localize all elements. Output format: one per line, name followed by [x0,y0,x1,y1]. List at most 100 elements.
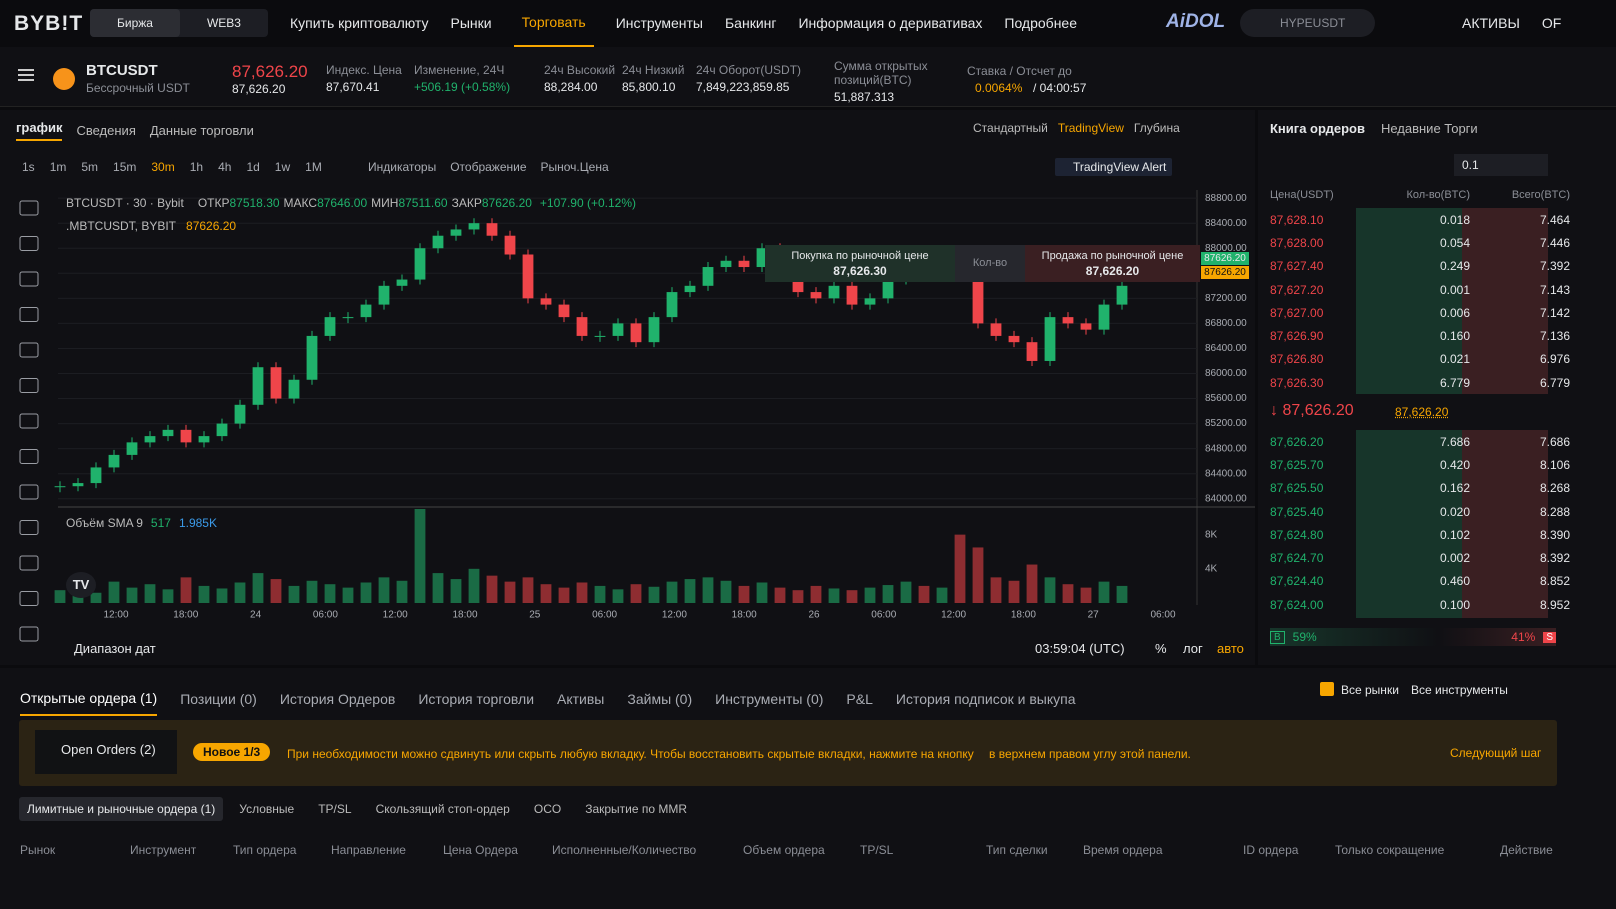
volume-bar [432,573,444,603]
nav-item[interactable]: Купить криптовалюту [290,15,429,31]
ob-row[interactable]: 87,625.70 0.420 8.106 [1270,453,1576,476]
sell-market[interactable]: Продажа по рыночной цене 87,626.20 [1025,245,1200,282]
ob-cell: 0.020 [1439,504,1470,519]
brand[interactable]: AiDOL [1166,11,1226,32]
interval[interactable]: 30m [151,160,175,174]
interval[interactable]: 1M [305,160,322,174]
symbol[interactable]: BTCUSDT [86,62,158,79]
bottom-tab[interactable]: История торговли [418,691,535,707]
ob-row[interactable]: 87,626.30 6.779 6.779 [1270,371,1576,394]
buy-market[interactable]: Покупка по рыночной цене 87,626.30 [765,245,955,282]
view[interactable]: TradingView [1057,121,1124,135]
x-tick-label: 06:00 [592,610,617,621]
ob-row[interactable]: 87,628.00 0.054 7.446 [1270,231,1576,254]
ob-row[interactable]: 87,626.90 0.160 7.136 [1270,324,1576,347]
nav-item[interactable]: Инструменты [615,15,703,31]
ob-row[interactable]: 87,627.20 0.001 7.143 [1270,278,1576,301]
ob-row[interactable]: 87,624.70 0.002 8.392 [1270,546,1576,569]
interval[interactable]: 1h [189,160,204,174]
interval[interactable]: 1m [49,160,67,174]
interval[interactable]: 1s [22,160,35,174]
bottom-tab[interactable]: Позиции (0) [180,691,257,707]
ask-depth [1462,208,1548,394]
pct-toggle[interactable]: % [1155,641,1167,656]
menu-icon[interactable] [18,69,34,71]
chart-tab[interactable]: Данные торговли [149,123,254,138]
view[interactable]: Стандартный [973,121,1048,135]
subtab[interactable]: Лимитные и рыночные ордера (1) [19,797,224,821]
ob-row[interactable]: 87,624.40 0.460 8.852 [1270,570,1576,593]
ob-row[interactable]: 87,626.80 0.021 6.976 [1270,348,1576,371]
volume-legend: Объём SMA 9 517 1.985K [66,516,217,530]
ob-row[interactable]: 87,628.10 0.018 7.464 [1270,208,1576,231]
nav-item[interactable]: Торговать [513,0,594,47]
bottom-tab[interactable]: Инструменты (0) [715,691,824,707]
volume-bar [918,585,930,603]
nav-tab[interactable]: Биржа [90,9,180,37]
stat: Индекс. Цена 87,670.41 [326,63,402,94]
interval[interactable]: 15m [113,160,137,174]
interval[interactable]: 1w [274,160,291,174]
nav-item[interactable]: Банкинг [724,15,777,31]
log-toggle[interactable]: лог [1183,641,1203,656]
bottom-tab[interactable]: P&L [846,691,873,707]
ob-row[interactable]: 87,625.40 0.020 8.288 [1270,500,1576,523]
checkbox[interactable] [1320,682,1334,696]
interval[interactable]: 4h [218,160,232,174]
volume-bar [540,584,552,603]
tv-alert[interactable]: TradingView Alert [1055,158,1173,176]
view[interactable]: Глубина [1133,121,1180,135]
search[interactable]: HYPEUSDT [1240,9,1375,37]
subtab[interactable]: Скользящий стоп-ордер [375,802,510,816]
nav-item[interactable]: Информация о деривативах [798,15,983,31]
ob-tab[interactable]: Недавние Торги [1380,121,1478,136]
ob-row[interactable]: 87,626.20 7.686 7.686 [1270,430,1576,453]
nav-item[interactable]: Рынки [450,15,492,31]
ob-row[interactable]: 87,624.00 0.100 8.952 [1270,593,1576,616]
logo[interactable]: BYB!T [14,12,84,35]
buy-price: 87,626.30 [833,264,887,278]
next-step[interactable]: Следующий шаг [1450,746,1542,760]
ob-row[interactable]: 87,627.00 0.006 7.142 [1270,301,1576,324]
subtab[interactable]: TP/SL [318,802,352,816]
candle [468,223,480,230]
subtab[interactable]: Закрытие по MMR [585,802,688,816]
volume-bar [180,577,192,603]
nav-tab[interactable]: WEB3 [206,16,241,30]
volume-bar [882,585,894,603]
chart-menu[interactable]: Индикаторы [368,160,437,174]
nav-right-item[interactable]: OF [1541,15,1562,31]
subtab[interactable]: Условные [239,802,295,816]
ob-tab[interactable]: Книга ордеров [1270,121,1365,136]
bottom-tab[interactable]: История Ордеров [279,691,396,707]
subtab[interactable]: OCO [533,802,562,816]
ob-row[interactable]: 87,627.40 0.249 7.392 [1270,255,1576,278]
sell-ratio: 41% S [1438,628,1556,646]
all-markets[interactable]: Все рынки [1341,683,1399,697]
chart-tab[interactable]: Сведения [76,123,136,138]
nav-tabs: Биржа WEB3 [90,9,268,37]
bottom-tab[interactable]: История подписок и выкупа [895,691,1076,707]
ohlc-key: ЗАКР [451,196,482,210]
auto-toggle[interactable]: авто [1217,641,1244,656]
bottom-tab[interactable]: Открытые ордера (1) [20,690,158,716]
interval[interactable]: 5m [81,160,99,174]
qty-input[interactable]: Кол-во [955,245,1025,282]
ob-step[interactable]: 0.1 [1454,154,1548,176]
x-tick-label: 06:00 [871,610,896,621]
interval[interactable]: 1d [246,160,260,174]
chart-tab[interactable]: график [16,120,63,141]
ob-row[interactable]: 87,625.50 0.162 8.268 [1270,477,1576,500]
nav-item[interactable]: Подробнее [1004,15,1077,31]
nav-right-item[interactable]: АКТИВЫ [1462,15,1520,31]
chart-menu[interactable]: Рыноч.Цена [540,160,609,174]
date-range[interactable]: Диапазон дат [74,641,156,656]
ob-row[interactable]: 87,624.80 0.102 8.390 [1270,523,1576,546]
bottom-tab[interactable]: Займы (0) [627,691,693,707]
all-instruments[interactable]: Все инструменты [1411,683,1508,697]
banner-tab[interactable]: Open Orders (2) [35,730,177,774]
chart-menu[interactable]: Отображение [450,160,527,174]
x-tick-label: 26 [808,610,820,621]
bottom-tab[interactable]: Активы [557,691,605,707]
candle [1116,285,1128,305]
